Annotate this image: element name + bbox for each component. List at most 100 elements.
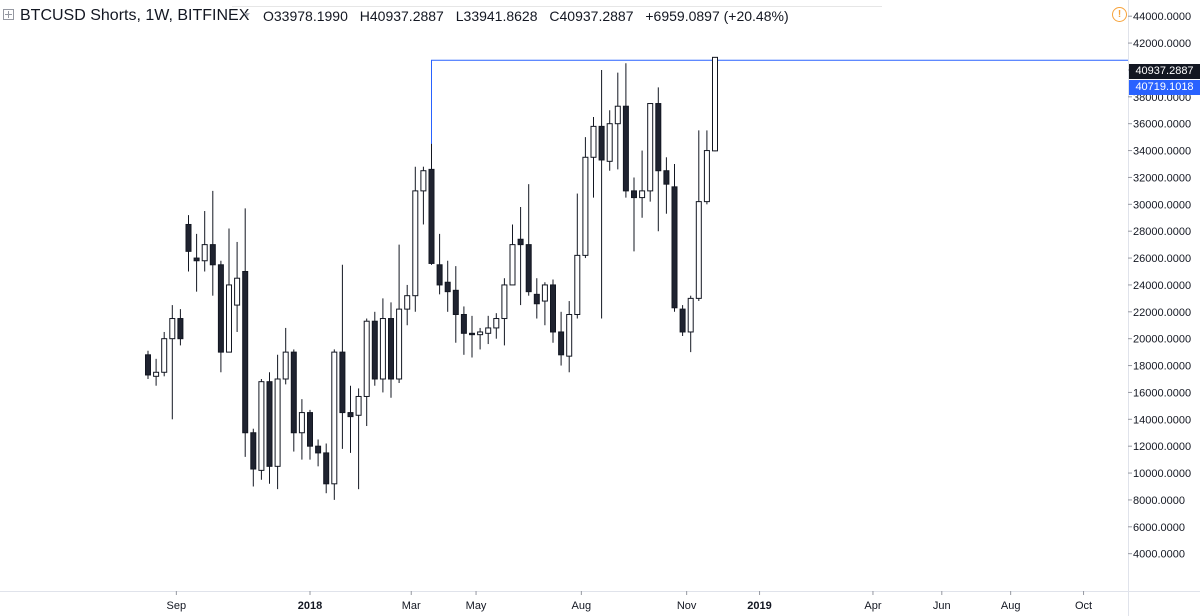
candle-up[interactable] (331, 349, 338, 500)
candle-up[interactable] (574, 193, 581, 319)
time-tick-label: Aug (572, 600, 592, 612)
candle-up[interactable] (258, 378, 265, 480)
candle-down[interactable] (266, 372, 273, 484)
candle-up[interactable] (282, 327, 289, 385)
candle-up[interactable] (363, 318, 370, 427)
candle-down[interactable] (452, 266, 459, 343)
time-tick-label: Oct (1075, 600, 1092, 612)
candle-up[interactable] (639, 150, 646, 218)
candle-up[interactable] (485, 315, 492, 345)
candle-down[interactable] (371, 311, 378, 386)
time-tick-label: Jun (933, 600, 951, 612)
candle-down[interactable] (533, 278, 540, 319)
candle-up[interactable] (712, 56, 718, 152)
candle-up[interactable] (153, 358, 160, 386)
candle-down[interactable] (663, 157, 670, 214)
candle-down[interactable] (347, 385, 354, 453)
candle-up[interactable] (477, 327, 484, 350)
candle-down[interactable] (525, 184, 532, 296)
candle-down[interactable] (242, 208, 249, 457)
candle-down[interactable] (598, 69, 605, 319)
candle-up[interactable] (274, 354, 281, 490)
candle-down[interactable] (339, 264, 346, 449)
candle-body (193, 257, 200, 262)
time-axis-labels[interactable]: Sep 2018 Mar May Aug Nov 2019 Apr Jun Aug Oct (167, 591, 1093, 612)
candle-up[interactable] (161, 331, 168, 377)
candle-down[interactable] (436, 233, 443, 295)
candle-down[interactable] (177, 309, 184, 346)
candle-body (339, 351, 346, 414)
candle-down[interactable] (315, 439, 322, 467)
candle-body (169, 318, 176, 340)
candle-body (226, 284, 232, 353)
candle-down[interactable] (290, 349, 297, 452)
candle-body (687, 297, 694, 333)
candle-down[interactable] (679, 305, 686, 336)
price-tick-label: 36000.0000 (1133, 119, 1191, 131)
symbol-title[interactable]: BTCUSD Shorts, 1W, BITFINEX (20, 7, 250, 24)
candle-down[interactable] (550, 279, 556, 343)
candle-up[interactable] (234, 241, 241, 332)
candle-body (469, 332, 475, 336)
candle-up[interactable] (703, 130, 710, 205)
candle-up[interactable] (541, 282, 548, 326)
alert-icon[interactable]: ! (1112, 7, 1127, 22)
candle-up[interactable] (355, 388, 362, 490)
candle-down[interactable] (517, 207, 524, 306)
candle-body (614, 105, 621, 125)
high-key: H (359, 8, 370, 24)
candle-up[interactable] (169, 305, 176, 420)
candle-up[interactable] (404, 284, 411, 326)
candle-up[interactable] (493, 313, 500, 339)
candle-up[interactable] (226, 228, 232, 353)
candle-down[interactable] (460, 306, 467, 355)
price-tick-label: 16000.0000 (1133, 387, 1191, 399)
candle-down[interactable] (250, 428, 257, 487)
price-tick-label: 24000.0000 (1133, 280, 1191, 292)
candle-up[interactable] (582, 137, 589, 259)
candle-down[interactable] (217, 260, 224, 373)
candle-body (404, 295, 411, 310)
expand-icon[interactable] (3, 9, 14, 20)
candle-up[interactable] (396, 244, 403, 384)
candle-down[interactable] (655, 87, 662, 232)
candle-up[interactable] (695, 130, 702, 302)
candle-down[interactable] (469, 315, 475, 358)
candle-body (525, 244, 532, 293)
candle-down[interactable] (444, 260, 451, 312)
candle-up[interactable] (412, 166, 419, 312)
candle-down[interactable] (631, 177, 637, 252)
candle-down[interactable] (558, 311, 565, 366)
candle-up[interactable] (614, 72, 621, 170)
candle-down[interactable] (185, 215, 192, 272)
candle-up[interactable] (606, 110, 613, 171)
horizontal-ray-line[interactable] (431, 59, 1129, 265)
candle-up[interactable] (647, 103, 654, 202)
candle-body (388, 318, 394, 380)
candle-down[interactable] (428, 143, 435, 265)
candle-down[interactable] (193, 233, 200, 292)
candle-up[interactable] (590, 116, 597, 198)
candle-up[interactable] (687, 295, 694, 353)
candle-up[interactable] (566, 301, 573, 373)
candle-up[interactable] (501, 278, 508, 346)
candle-up[interactable] (420, 166, 427, 225)
candle-body (290, 351, 297, 434)
candle-down[interactable] (671, 164, 678, 312)
candle-body (274, 378, 281, 467)
candle-down[interactable] (209, 190, 216, 296)
price-tick-label: 26000.0000 (1133, 253, 1191, 265)
candle-down[interactable] (388, 302, 394, 398)
candle-down[interactable] (323, 443, 330, 494)
candle-down[interactable] (622, 63, 629, 198)
candle-up[interactable] (298, 399, 305, 460)
time-tick-label: Aug (1001, 600, 1021, 612)
candle-up[interactable] (379, 298, 386, 393)
candle-up[interactable] (509, 224, 516, 286)
candle-down[interactable] (145, 350, 151, 379)
price-axis-labels[interactable]: 4000.0000 6000.0000 8000.0000 10000.0000 120… (1128, 0, 1191, 561)
candle-up[interactable] (201, 211, 208, 272)
chevron-down-icon[interactable] (244, 13, 250, 17)
candle-down[interactable] (307, 409, 313, 460)
